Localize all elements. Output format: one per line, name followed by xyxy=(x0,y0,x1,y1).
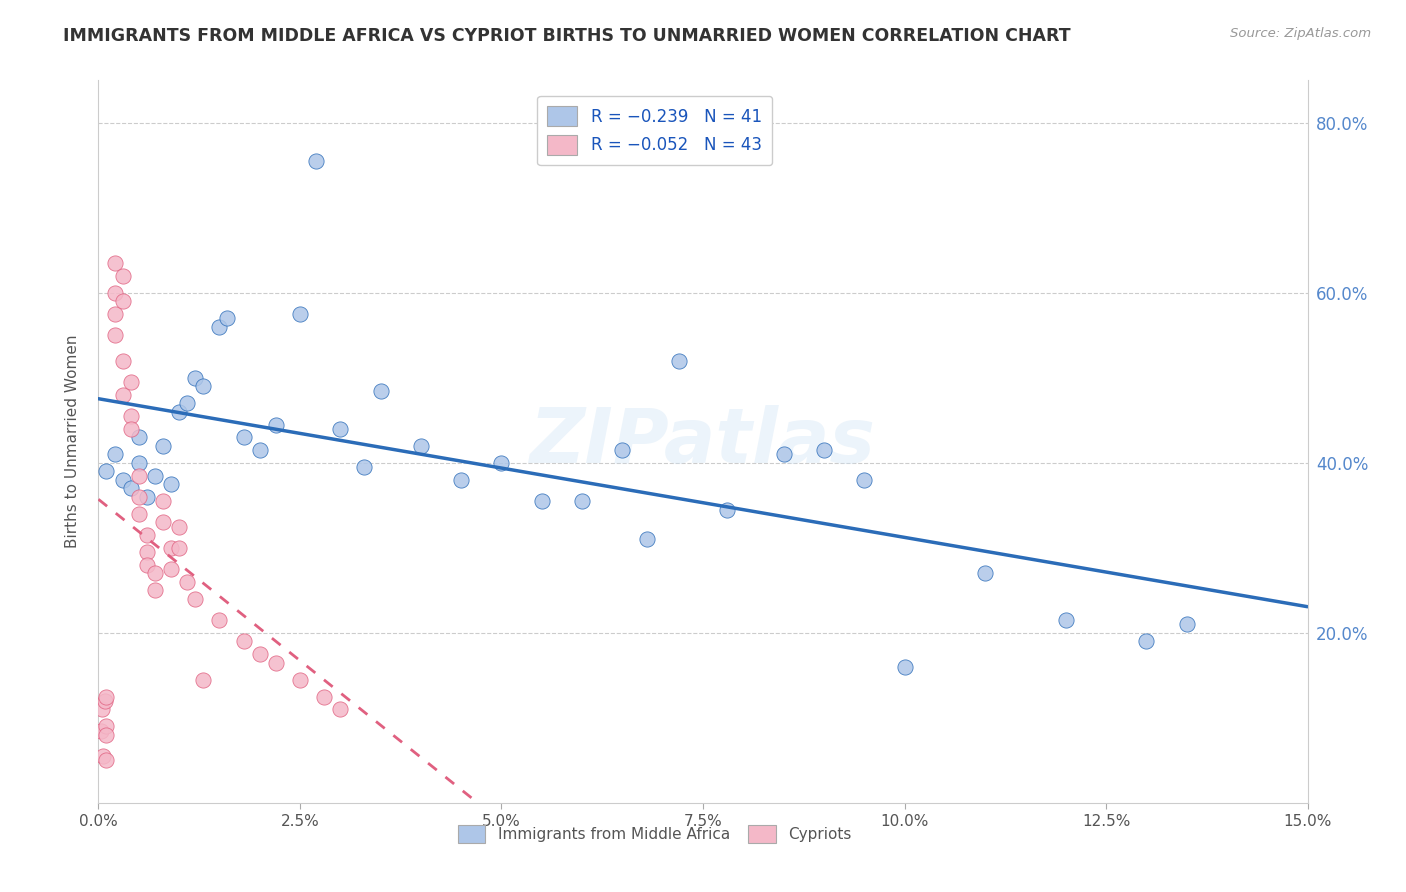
Point xyxy=(450,473,472,487)
Point xyxy=(120,409,142,423)
Point xyxy=(208,613,231,627)
Point xyxy=(893,660,915,674)
Point xyxy=(612,443,634,458)
Y-axis label: Births to Unmarried Women: Births to Unmarried Women xyxy=(65,334,80,549)
Point xyxy=(668,353,690,368)
Point xyxy=(152,494,174,508)
Point xyxy=(184,371,207,385)
Point xyxy=(217,311,239,326)
Point xyxy=(288,307,311,321)
Point xyxy=(128,456,150,470)
Point xyxy=(176,574,198,589)
Point xyxy=(184,591,207,606)
Point xyxy=(128,468,150,483)
Point xyxy=(491,456,513,470)
Point xyxy=(370,384,392,398)
Point xyxy=(143,566,166,581)
Point xyxy=(152,439,174,453)
Point xyxy=(111,294,134,309)
Point xyxy=(152,516,174,530)
Point xyxy=(1135,634,1157,648)
Point xyxy=(353,460,375,475)
Point xyxy=(264,656,287,670)
Point xyxy=(90,723,112,738)
Point xyxy=(120,375,142,389)
Point xyxy=(208,319,231,334)
Point xyxy=(111,268,134,283)
Point xyxy=(111,473,134,487)
Point xyxy=(128,507,150,521)
Point xyxy=(314,690,336,704)
Point xyxy=(167,405,190,419)
Point xyxy=(716,502,738,516)
Point xyxy=(103,256,125,270)
Point xyxy=(111,388,134,402)
Point xyxy=(90,702,112,716)
Point xyxy=(160,562,183,576)
Text: Source: ZipAtlas.com: Source: ZipAtlas.com xyxy=(1230,27,1371,40)
Point xyxy=(329,422,352,436)
Point xyxy=(813,443,835,458)
Point xyxy=(143,468,166,483)
Point xyxy=(974,566,997,581)
Point xyxy=(305,154,328,169)
Point xyxy=(160,541,183,555)
Point xyxy=(853,473,876,487)
Point xyxy=(120,422,142,436)
Point xyxy=(1175,617,1198,632)
Point xyxy=(111,353,134,368)
Point xyxy=(96,719,118,733)
Point xyxy=(135,490,157,504)
Point xyxy=(636,533,658,547)
Point xyxy=(96,753,118,767)
Point xyxy=(249,647,271,661)
Point xyxy=(128,490,150,504)
Point xyxy=(193,379,215,393)
Point xyxy=(167,519,190,533)
Point xyxy=(103,447,125,461)
Point xyxy=(96,464,118,478)
Point xyxy=(91,749,114,764)
Point xyxy=(530,494,553,508)
Point xyxy=(1054,613,1077,627)
Point xyxy=(409,439,432,453)
Point xyxy=(135,558,157,572)
Point xyxy=(288,673,311,687)
Point xyxy=(143,583,166,598)
Point xyxy=(249,443,271,458)
Point xyxy=(176,396,198,410)
Point xyxy=(103,285,125,300)
Text: IMMIGRANTS FROM MIDDLE AFRICA VS CYPRIOT BIRTHS TO UNMARRIED WOMEN CORRELATION C: IMMIGRANTS FROM MIDDLE AFRICA VS CYPRIOT… xyxy=(63,27,1071,45)
Point xyxy=(96,728,118,742)
Point xyxy=(103,328,125,343)
Point xyxy=(103,307,125,321)
Point xyxy=(160,477,183,491)
Point xyxy=(571,494,593,508)
Point xyxy=(96,690,118,704)
Point xyxy=(232,634,254,648)
Point xyxy=(167,541,190,555)
Point xyxy=(120,481,142,495)
Point xyxy=(135,545,157,559)
Point xyxy=(772,447,794,461)
Point xyxy=(94,694,117,708)
Point xyxy=(128,430,150,444)
Point xyxy=(264,417,287,432)
Point xyxy=(329,702,352,716)
Point xyxy=(193,673,215,687)
Point xyxy=(232,430,254,444)
Point xyxy=(135,528,157,542)
Text: ZIPatlas: ZIPatlas xyxy=(530,405,876,478)
Legend: Immigrants from Middle Africa, Cypriots: Immigrants from Middle Africa, Cypriots xyxy=(451,819,858,849)
